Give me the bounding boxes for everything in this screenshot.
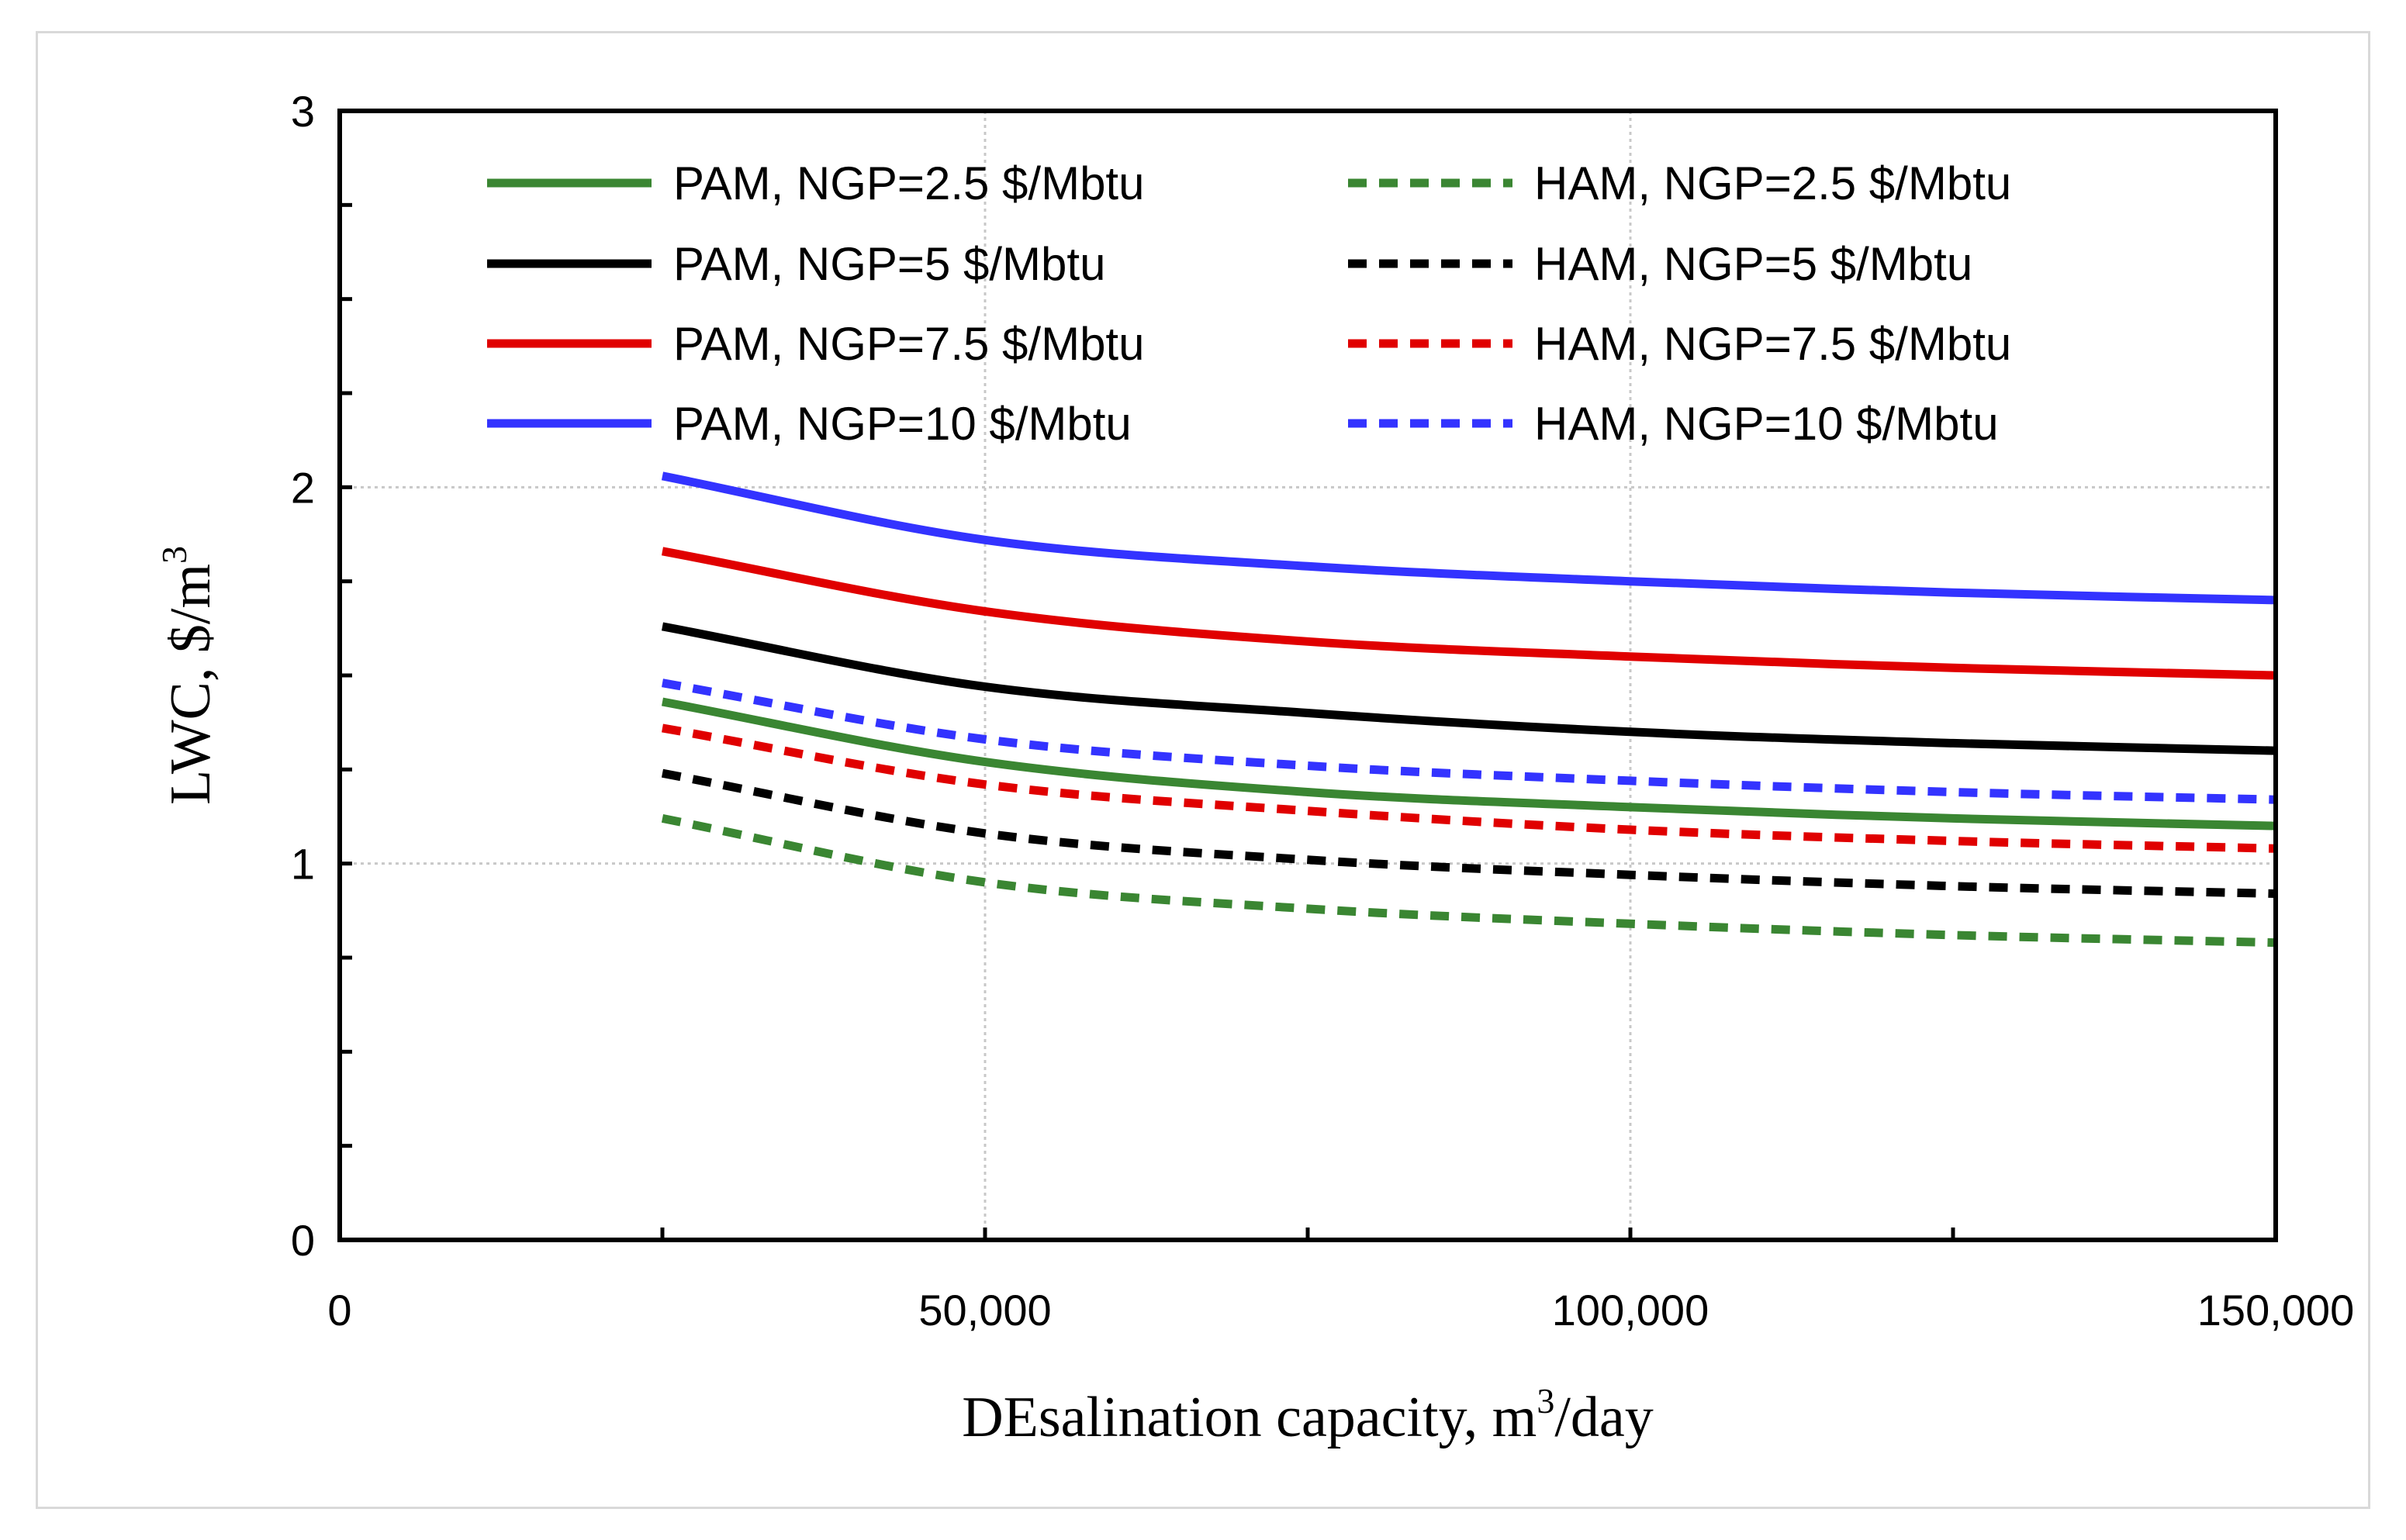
series-line-ham-ngp-10-mbtu xyxy=(662,678,2276,804)
series-line-pam-ngp-5-mbtu xyxy=(661,622,2276,755)
series-line-pam-ngp-2-5-mbtu xyxy=(661,697,2276,830)
series-line-pam-ngp-7-5-mbtu xyxy=(661,547,2276,680)
series-lines xyxy=(661,471,2276,948)
y-axis-title: LWC, $/m3 xyxy=(154,546,223,805)
axis-ticks: 0 50,000 100,000 150,000 0 1 2 3 xyxy=(291,87,2354,1335)
x-tick-label: 50,000 xyxy=(918,1286,1051,1335)
y-tick-label: 1 xyxy=(291,840,315,889)
legend: PAM, NGP=2.5 $/Mbtu HAM, NGP=2.5 $/Mbtu PA… xyxy=(487,157,2011,450)
series-line-pam-ngp-10-mbtu xyxy=(661,471,2276,605)
series-line-ham-ngp-5-mbtu xyxy=(661,768,2276,898)
gridlines xyxy=(340,111,2276,1240)
plot-area-border xyxy=(337,109,2278,1242)
x-axis-title: DEsalination capacity, m3/day xyxy=(962,1381,1654,1449)
legend-label: HAM, NGP=7.5 $/Mbtu xyxy=(1534,318,2011,370)
x-tick-label: 150,000 xyxy=(2197,1286,2354,1335)
x-tick-label: 0 xyxy=(327,1286,351,1335)
series-line-ham-ngp-2-5-mbtu xyxy=(661,814,2276,948)
legend-label: HAM, NGP=2.5 $/Mbtu xyxy=(1534,157,2011,209)
y-tick-label: 3 xyxy=(291,87,315,136)
legend-label: PAM, NGP=7.5 $/Mbtu xyxy=(673,318,1144,370)
x-tick-label: 100,000 xyxy=(1552,1286,1709,1335)
legend-label: PAM, NGP=10 $/Mbtu xyxy=(673,398,1132,450)
y-tick-label: 0 xyxy=(291,1216,315,1265)
legend-label: HAM, NGP=5 $/Mbtu xyxy=(1534,238,1972,290)
y-tick-label: 2 xyxy=(291,463,315,512)
legend-label: PAM, NGP=2.5 $/Mbtu xyxy=(673,157,1144,209)
legend-label: PAM, NGP=5 $/Mbtu xyxy=(673,238,1105,290)
legend-label: HAM, NGP=10 $/Mbtu xyxy=(1534,398,1999,450)
series-line-ham-ngp-7-5-mbtu xyxy=(662,723,2276,853)
chart-frame xyxy=(36,31,2370,1509)
